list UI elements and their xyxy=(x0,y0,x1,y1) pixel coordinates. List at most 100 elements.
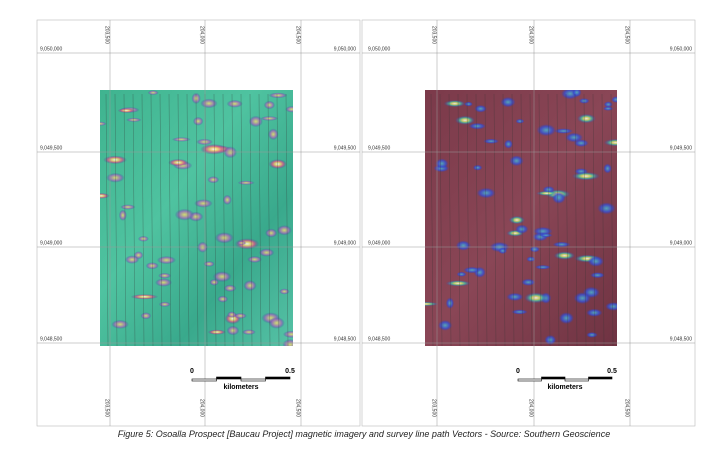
survey-line xyxy=(538,93,542,346)
survey-line xyxy=(285,93,289,346)
survey-line xyxy=(547,93,551,346)
anomaly xyxy=(140,312,152,320)
anomaly xyxy=(506,292,524,301)
anomaly xyxy=(247,256,263,263)
easting-label: 204,000 xyxy=(199,399,205,417)
map-panel: 203,500 203,500 204,000 204,000 204,500 204,5… xyxy=(362,20,695,426)
survey-line xyxy=(493,93,497,346)
anomaly xyxy=(511,309,528,315)
easting-label: 203,500 xyxy=(431,399,437,417)
survey-line xyxy=(592,93,596,346)
anomaly xyxy=(587,255,604,267)
northing-label: 9,048,500 xyxy=(670,336,692,342)
easting-label: 204,000 xyxy=(528,26,534,44)
survey-line xyxy=(132,93,136,346)
anomaly xyxy=(194,199,213,208)
survey-line xyxy=(258,93,262,346)
survey-line xyxy=(610,93,614,346)
anomaly xyxy=(603,163,612,174)
anomaly xyxy=(209,278,219,286)
survey-line xyxy=(574,93,578,346)
easting-label: 203,500 xyxy=(431,26,437,44)
easting-label: 204,000 xyxy=(199,26,205,44)
anomaly xyxy=(590,272,605,279)
anomaly xyxy=(268,317,285,329)
northing-label: 9,049,000 xyxy=(670,240,692,246)
anomaly xyxy=(124,255,140,264)
anomaly xyxy=(539,233,553,238)
anomaly xyxy=(171,137,191,142)
anomaly xyxy=(552,241,571,248)
survey-line xyxy=(457,93,461,346)
northing-label: 9,050,000 xyxy=(334,46,356,52)
anomaly xyxy=(474,105,487,113)
anomalies xyxy=(100,90,293,346)
easting-label: 204,500 xyxy=(624,26,630,44)
northing-label: 9,049,500 xyxy=(368,145,390,151)
anomaly xyxy=(156,256,176,265)
anomaly xyxy=(158,301,171,307)
anomaly xyxy=(118,209,127,221)
anomaly xyxy=(534,264,552,270)
survey-line xyxy=(159,93,163,346)
anomaly xyxy=(243,280,257,291)
anomaly xyxy=(455,115,476,125)
anomaly xyxy=(576,113,596,124)
anomaly xyxy=(196,138,213,146)
scale-end: 0.5 xyxy=(285,368,295,375)
anomaly xyxy=(603,101,613,108)
anomaly xyxy=(207,176,220,184)
anomaly xyxy=(603,138,617,147)
survey-line xyxy=(123,93,127,346)
northing-label: 9,049,000 xyxy=(40,240,62,246)
anomaly xyxy=(611,96,617,103)
anomaly xyxy=(526,256,536,262)
anomaly xyxy=(456,271,467,277)
anomaly xyxy=(279,288,290,295)
anomaly xyxy=(504,139,513,149)
survey-line xyxy=(249,93,253,346)
anomaly xyxy=(105,172,125,183)
anomaly xyxy=(524,292,548,304)
anomalies xyxy=(425,90,617,346)
scale-segment xyxy=(216,376,242,380)
northing-label: 9,049,500 xyxy=(670,145,692,151)
anomaly xyxy=(258,248,275,257)
anomaly xyxy=(425,301,439,307)
anomaly xyxy=(268,128,279,141)
anomaly xyxy=(508,215,525,225)
anomaly xyxy=(100,192,110,199)
anomaly xyxy=(573,292,591,305)
survey-line xyxy=(430,93,434,346)
survey-line xyxy=(276,93,280,346)
anomaly xyxy=(212,271,232,282)
anomaly xyxy=(100,121,107,126)
anomaly xyxy=(223,284,237,292)
anomaly xyxy=(248,115,263,128)
survey-line xyxy=(222,93,226,346)
anomaly xyxy=(111,319,129,329)
survey-line xyxy=(529,93,533,346)
anomaly xyxy=(283,330,293,338)
anomaly xyxy=(174,208,195,221)
survey-line xyxy=(213,93,217,346)
anomaly xyxy=(565,132,583,143)
anomaly xyxy=(207,329,226,335)
scale-start: 0 xyxy=(516,368,520,375)
anomaly xyxy=(571,171,600,181)
survey-line xyxy=(565,93,569,346)
northing-label: 9,049,500 xyxy=(40,145,62,151)
survey-line xyxy=(556,93,560,346)
map-panel: 203,500 203,500 204,000 204,000 204,500 204,5… xyxy=(37,20,360,426)
northing-label: 9,050,000 xyxy=(40,46,62,52)
anomaly xyxy=(241,329,256,335)
anomaly xyxy=(236,240,247,246)
survey-line xyxy=(231,93,235,346)
easting-label: 203,500 xyxy=(104,26,110,44)
anomaly xyxy=(260,116,279,121)
survey-line xyxy=(502,93,506,346)
anomaly xyxy=(155,278,173,287)
anomaly xyxy=(498,247,507,254)
anomaly xyxy=(529,246,540,253)
